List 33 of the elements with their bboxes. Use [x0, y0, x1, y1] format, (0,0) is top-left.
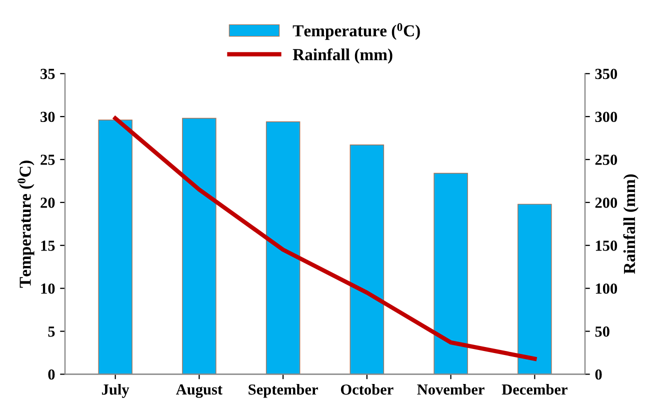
y-tick-label: 15: [41, 240, 55, 251]
x-tick-label: July: [102, 384, 130, 398]
x-tick-label: August: [176, 384, 222, 398]
x-tick-label: September: [248, 384, 318, 398]
bar: [266, 121, 300, 374]
legend-label: Rainfall (mm): [292, 48, 392, 64]
y2-tick-label: 0: [595, 369, 602, 380]
line-series: [113, 116, 537, 361]
y2-tick-label: 250: [595, 154, 618, 165]
bar: [98, 120, 132, 374]
y2-tick-label: 150: [596, 240, 618, 251]
bar: [182, 118, 216, 374]
bar: [434, 172, 468, 374]
y-axis-title: Temperature ($^{0}$C): [18, 160, 34, 288]
y-tick-label: 0: [48, 369, 55, 380]
y2-tick-label: 350: [595, 68, 618, 80]
y-tick-label: 10: [41, 283, 55, 294]
y2-axis-title: Rainfall (mm): [623, 174, 638, 274]
y2-tick-label: 300: [595, 112, 618, 122]
bar: [350, 144, 384, 374]
x-tick-label: November: [417, 384, 484, 395]
y2-tick-label: 200: [595, 198, 618, 208]
y-tick-label: 35: [40, 68, 55, 80]
y-tick-label: 30: [40, 112, 55, 122]
x-tick-label: December: [502, 384, 568, 395]
y2-tick-label: 100: [596, 283, 618, 294]
y2-tick-label: 50: [595, 326, 610, 337]
x-tick-label: October: [340, 384, 394, 395]
bar: [518, 204, 552, 374]
legend-label: Temperature ($^{0}$C): [292, 23, 420, 40]
y-tick-label: 5: [48, 326, 55, 337]
y-tick-label: 20: [40, 198, 55, 208]
y-tick-label: 25: [40, 154, 55, 165]
